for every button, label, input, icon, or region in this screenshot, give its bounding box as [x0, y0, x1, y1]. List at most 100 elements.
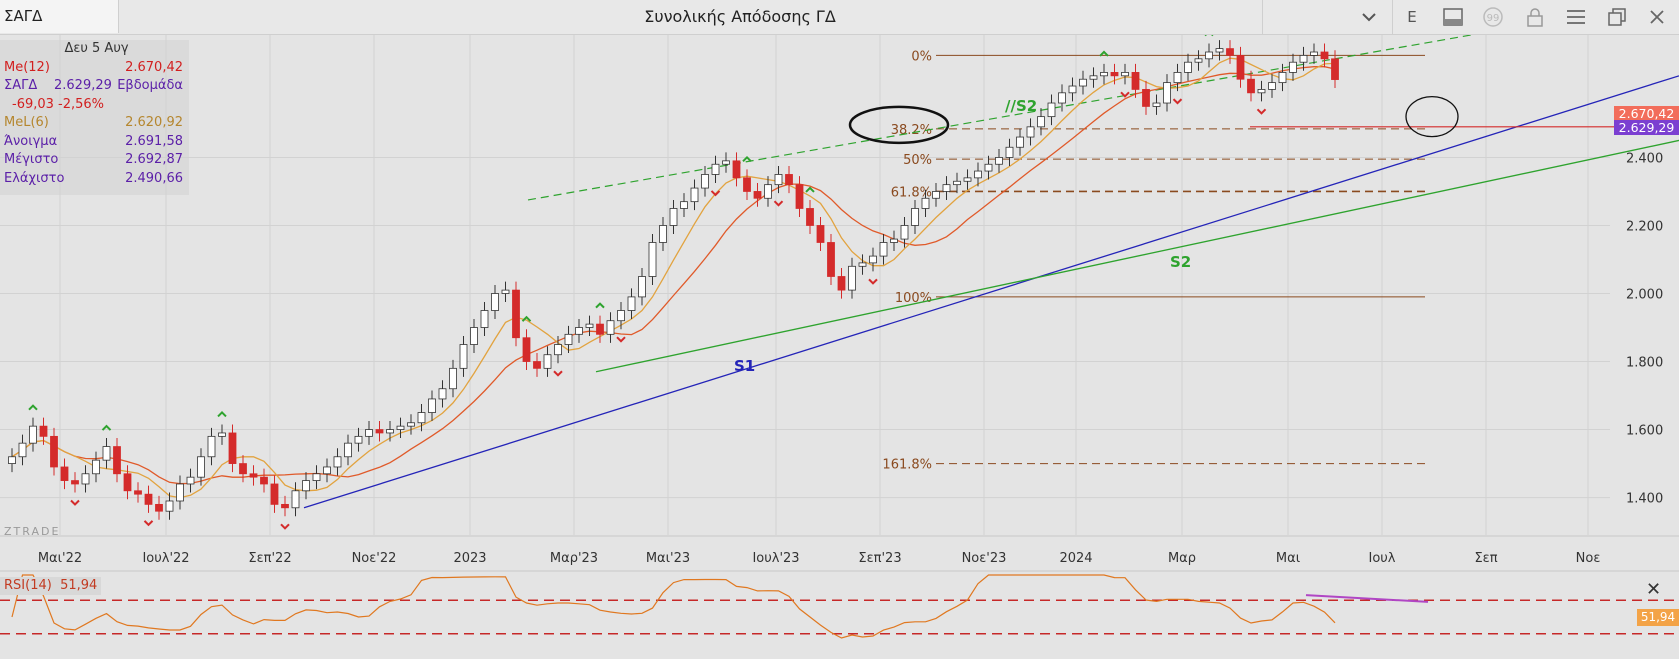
candle — [417, 412, 426, 424]
high-label: Μέγιστο — [4, 152, 59, 167]
rsi-close-icon[interactable]: ✕ — [1646, 579, 1662, 600]
s1-label: S1 — [734, 357, 755, 375]
candle — [81, 473, 90, 485]
menu-icon[interactable] — [1565, 6, 1587, 28]
x-tick-label: 2023 — [453, 551, 486, 566]
fractal-down-arrow — [280, 523, 290, 530]
candle — [1058, 92, 1066, 104]
y-tick-label: 1.600 — [1626, 424, 1663, 439]
candle — [239, 463, 247, 475]
fractal-down-arrow — [143, 520, 154, 527]
candle — [774, 174, 783, 186]
candle — [197, 456, 205, 478]
candle — [1236, 55, 1245, 80]
x-tick-label: Σεπ — [1474, 551, 1497, 566]
fractal-down-arrow — [868, 278, 878, 285]
candle — [501, 289, 510, 294]
x-tick-label: Νοε'22 — [352, 551, 397, 566]
x-tick-label: Σεπ'23 — [858, 551, 901, 566]
candle — [1247, 78, 1255, 94]
price-chart[interactable]: Μαι'22 Ιουλ'22 Σεπ'22 Νοε'22 2023 Μαρ'23 Μαι'2… — [0, 35, 1679, 659]
candle — [1152, 102, 1161, 107]
candle — [1016, 136, 1024, 148]
candle — [585, 323, 594, 328]
candle — [1047, 102, 1056, 118]
fractal-up-arrow — [521, 315, 532, 322]
svg-text:99: 99 — [1487, 13, 1500, 24]
candle — [375, 429, 384, 434]
candle — [1226, 48, 1234, 56]
close-icon[interactable] — [1646, 6, 1668, 28]
restore-icon[interactable] — [1606, 6, 1628, 28]
fractal-up-arrow — [1099, 50, 1109, 57]
candle — [144, 493, 153, 505]
e-button[interactable]: E — [1407, 8, 1417, 26]
mel6-value: 2.620,92 — [125, 115, 183, 130]
fractal-up-arrow — [595, 302, 605, 309]
candle — [680, 201, 688, 209]
candle — [18, 442, 27, 458]
chevron-down-icon[interactable] — [1358, 6, 1380, 28]
y-tick-label: 2.200 — [1626, 219, 1663, 234]
symbol-input[interactable]: ΣΑΓΔ — [0, 0, 119, 33]
candle — [596, 323, 604, 335]
candle — [890, 238, 898, 243]
rsi-label: RSI(14) 51,94 — [0, 577, 102, 595]
candle — [785, 174, 793, 186]
candle — [1299, 55, 1308, 63]
candle — [711, 163, 720, 175]
candle — [249, 473, 258, 478]
candle — [1131, 72, 1140, 90]
change-value: -69,03 -2,56% — [12, 96, 105, 112]
low-value: 2.490,66 — [125, 170, 183, 186]
candle — [701, 174, 709, 189]
fractal-down-arrow — [616, 336, 626, 343]
fractal-up-arrow — [742, 155, 752, 163]
fractal-down-arrow — [773, 200, 784, 207]
fractal-down-arrow — [1256, 108, 1267, 115]
candle — [291, 490, 300, 509]
low-label: Ελάχιστο — [4, 170, 65, 186]
mel6-label: MeL(6) — [4, 115, 49, 130]
candle — [1026, 126, 1035, 138]
candle — [543, 354, 552, 369]
x-tick-label: Μαι'22 — [38, 551, 82, 566]
x-tick-label: Μαρ'23 — [550, 551, 598, 566]
y-tick-label: 1.400 — [1626, 492, 1663, 507]
me12-value: 2.670,42 — [125, 59, 183, 75]
candle — [228, 432, 237, 464]
candle — [953, 180, 961, 186]
candle — [470, 327, 478, 345]
fractal-up-arrow — [101, 424, 112, 431]
fib-label: 161.8% — [882, 458, 932, 473]
candle — [743, 177, 751, 192]
brand-watermark: ZTRADE — [4, 525, 61, 538]
candle — [92, 459, 100, 475]
candle — [638, 276, 646, 298]
candle — [669, 208, 678, 226]
fractal-down-arrow — [710, 190, 721, 197]
candle — [837, 276, 846, 291]
candle — [186, 476, 195, 485]
candle — [732, 160, 741, 179]
candle — [29, 425, 37, 444]
symbol-label: ΣΑΓΔ — [4, 78, 38, 93]
layout-icon[interactable] — [1442, 6, 1464, 28]
quote-icon[interactable]: 99 — [1482, 6, 1504, 28]
me12-label: Me(12) — [4, 59, 50, 75]
candle — [942, 184, 951, 192]
fractal-down-arrow — [1120, 91, 1130, 98]
candle — [1289, 61, 1297, 73]
candle — [302, 480, 310, 492]
fib-label: 61.8% — [891, 185, 932, 200]
candle — [1320, 51, 1329, 60]
lock-icon[interactable] — [1524, 6, 1546, 28]
candle — [753, 191, 762, 199]
s2-parallel-line — [527, 35, 1475, 201]
rsi-label-value: 51,94 — [60, 578, 98, 593]
candle — [974, 170, 982, 179]
candle — [648, 242, 657, 277]
candle — [1142, 89, 1150, 107]
y-tick-label: 1.800 — [1626, 356, 1663, 371]
x-tick-label: Νοε'23 — [962, 551, 1007, 566]
